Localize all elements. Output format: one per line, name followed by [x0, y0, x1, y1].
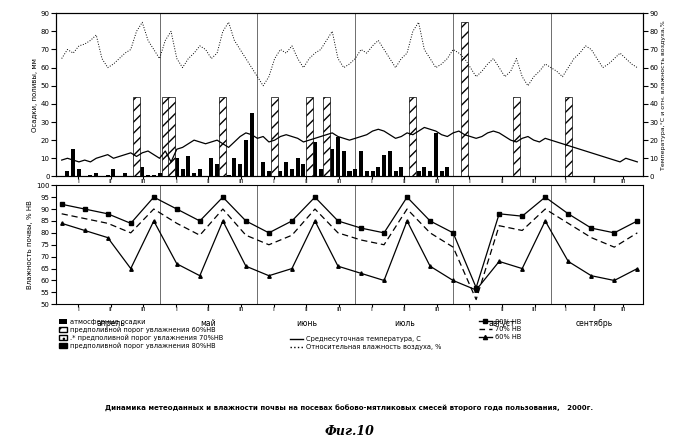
Legend: атмосферные осадки, предполивной порог увлажнения 60%НВ, .* предполивной порог у: атмосферные осадки, предполивной порог у…	[59, 319, 223, 349]
Y-axis label: Осадки, поливы, мм: Осадки, поливы, мм	[32, 58, 38, 132]
Bar	[365, 171, 369, 176]
Bar	[123, 173, 127, 176]
Bar	[215, 164, 219, 176]
Text: июнь: июнь	[296, 196, 317, 205]
Bar	[336, 137, 340, 176]
Bar	[232, 158, 236, 176]
Bar	[250, 113, 254, 176]
Bar	[273, 162, 277, 176]
Bar	[175, 158, 179, 176]
Text: Фиг.10: Фиг.10	[324, 425, 375, 438]
Text: июнь: июнь	[296, 318, 317, 328]
Bar	[261, 162, 265, 176]
Bar	[157, 173, 161, 176]
Bar	[219, 97, 226, 176]
Bar	[376, 167, 380, 176]
Legend: Среднесуточная температура, С, Относительная влажность воздуха, %: Среднесуточная температура, С, Относител…	[290, 336, 441, 350]
Bar	[162, 97, 168, 176]
Legend: 80% НВ, 70% НВ, 60% НВ: 80% НВ, 70% НВ, 60% НВ	[479, 319, 521, 340]
Bar	[284, 162, 288, 176]
Bar	[89, 175, 92, 176]
Text: май: май	[201, 318, 216, 328]
Bar	[370, 171, 375, 176]
Bar	[77, 169, 81, 176]
Bar	[323, 97, 330, 176]
Bar	[301, 164, 305, 176]
Bar	[434, 133, 438, 176]
Text: Динамика метеоданных и влажности почвы на посевах бобово-мятликовых смесей второ: Динамика метеоданных и влажности почвы н…	[106, 404, 593, 411]
Bar	[417, 171, 421, 176]
Bar	[180, 169, 185, 176]
Bar	[226, 175, 231, 176]
Bar	[146, 175, 150, 176]
Bar	[278, 171, 282, 176]
Text: сентябрь: сентябрь	[575, 318, 613, 328]
Bar	[513, 97, 520, 176]
Text: август: август	[489, 318, 515, 328]
Bar	[330, 149, 334, 176]
Bar	[244, 140, 248, 176]
Bar	[305, 97, 312, 176]
Bar	[168, 97, 175, 176]
Bar	[296, 158, 300, 176]
Bar	[267, 171, 271, 176]
Bar	[422, 167, 426, 176]
Y-axis label: Влажность почвы, % НВ: Влажность почвы, % НВ	[27, 200, 34, 289]
Bar	[399, 167, 403, 176]
Bar	[445, 167, 449, 176]
Text: апрель: апрель	[96, 196, 125, 205]
Bar	[209, 158, 213, 176]
Bar	[313, 142, 317, 176]
Bar	[382, 155, 386, 176]
Bar	[94, 173, 99, 176]
Bar	[565, 97, 572, 176]
Bar	[140, 167, 144, 176]
Bar	[388, 151, 392, 176]
Bar	[106, 175, 110, 176]
Bar	[394, 171, 398, 176]
Bar	[440, 171, 444, 176]
Bar	[238, 164, 242, 176]
Bar	[342, 151, 346, 176]
Bar	[290, 169, 294, 176]
Bar	[359, 151, 363, 176]
Bar	[410, 97, 417, 176]
Text: сентябрь: сентябрь	[575, 196, 613, 205]
Bar	[428, 171, 432, 176]
Text: июль: июль	[394, 196, 415, 205]
Bar	[192, 173, 196, 176]
Bar	[198, 169, 202, 176]
Bar	[347, 171, 352, 176]
Bar	[71, 149, 75, 176]
Y-axis label: Температура,°С и отн. влажность воздуха,%: Температура,°С и отн. влажность воздуха,…	[661, 20, 666, 170]
Bar	[461, 22, 468, 176]
Text: апрель: апрель	[96, 318, 125, 328]
Bar	[353, 169, 357, 176]
Bar	[319, 169, 323, 176]
Bar	[152, 175, 156, 176]
Text: июль: июль	[394, 318, 415, 328]
Bar	[66, 171, 69, 176]
Text: август: август	[489, 196, 515, 205]
Bar	[133, 97, 140, 176]
Bar	[271, 97, 278, 176]
Bar	[187, 157, 190, 176]
Text: май: май	[201, 196, 216, 205]
Bar	[111, 169, 115, 176]
